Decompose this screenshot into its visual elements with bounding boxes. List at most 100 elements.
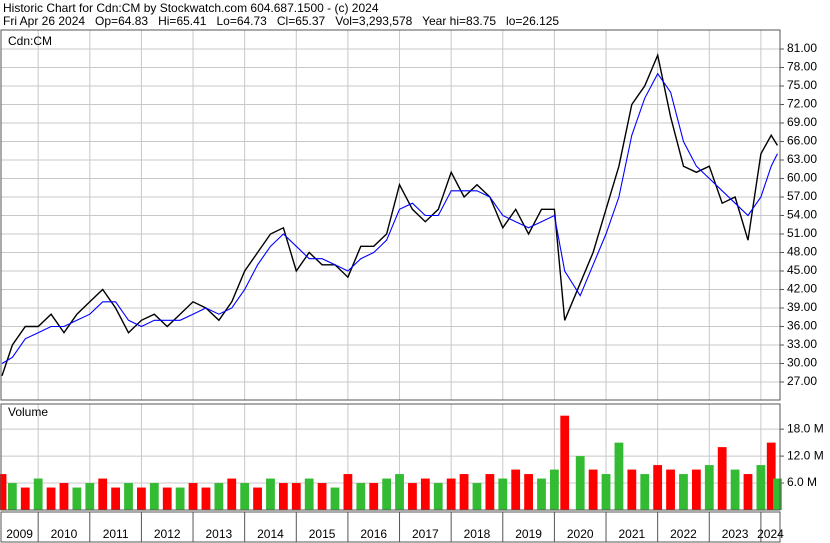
- volume-bar: [124, 483, 133, 510]
- volume-bar: [743, 474, 753, 510]
- volume-bar: [756, 465, 766, 510]
- volume-bar: [266, 478, 275, 510]
- volume-bar: [588, 469, 598, 510]
- y-tick-label: 30.00: [787, 356, 817, 370]
- volume-bar: [46, 487, 56, 510]
- volume-bar: [614, 442, 624, 510]
- x-tick-label: 2021: [618, 527, 645, 541]
- volume-bar: [382, 478, 392, 510]
- y-tick-label: 57.00: [787, 189, 817, 203]
- volume-bar: [459, 474, 469, 510]
- y-tick-label: 36.00: [787, 319, 817, 333]
- volume-bar: [653, 465, 663, 510]
- volume-bar: [575, 456, 585, 510]
- x-tick-label: 2023: [722, 527, 749, 541]
- x-tick-label: 2011: [103, 527, 129, 541]
- header-quote: Fri Apr 26 2024 Op=64.83 Hi=65.41 Lo=64.…: [3, 14, 559, 28]
- volume-bar: [59, 483, 69, 510]
- y-tick-label: 69.00: [787, 115, 817, 129]
- x-tick-label: 2012: [154, 527, 181, 541]
- y-tick-label: 60.00: [787, 171, 817, 185]
- x-tick-label: 2010: [51, 527, 78, 541]
- y-tick-label: 33.00: [787, 337, 817, 351]
- volume-bar: [717, 447, 727, 510]
- volume-bar: [33, 478, 43, 510]
- volume-bar: [485, 474, 495, 510]
- y-tick-label: 12.0 M: [787, 448, 824, 462]
- volume-bar: [188, 483, 198, 510]
- y-tick-label: 27.00: [787, 374, 817, 388]
- volume-bar: [537, 478, 546, 510]
- volume-bar: [253, 487, 262, 510]
- volume-bar: [627, 469, 637, 510]
- y-tick-label: 6.0 M: [787, 475, 817, 489]
- volume-bar: [0, 474, 7, 510]
- volume-bar: [704, 465, 714, 510]
- x-tick-label: 2022: [670, 527, 697, 541]
- volume-bar: [369, 483, 379, 510]
- y-tick-label: 48.00: [787, 245, 817, 259]
- y-tick-label: 63.00: [787, 152, 817, 166]
- volume-bar: [214, 483, 224, 510]
- volume-bar: [304, 478, 314, 510]
- volume-bar: [691, 469, 701, 510]
- volume-bar: [666, 469, 675, 510]
- x-tick-label: 2019: [515, 527, 542, 541]
- volume-bar: [560, 415, 570, 510]
- x-tick-label: 2018: [464, 527, 491, 541]
- volume-bar: [766, 442, 776, 510]
- volume-bar: [227, 478, 237, 510]
- y-tick-label: 72.00: [787, 97, 817, 111]
- volume-bar: [433, 483, 443, 510]
- volume-bar: [395, 474, 404, 510]
- volume-panel-label: Volume: [8, 405, 48, 419]
- y-tick-label: 81.00: [787, 41, 817, 55]
- x-tick-label: 2014: [257, 527, 284, 541]
- volume-bar: [278, 483, 288, 510]
- price-panel: [0, 29, 781, 401]
- volume-bar: [291, 483, 301, 510]
- volume-bar: [446, 478, 456, 510]
- price-line: [1, 52, 778, 377]
- y-tick-label: 45.00: [787, 263, 817, 277]
- volume-bar: [730, 469, 740, 510]
- volume-bar: [472, 483, 482, 510]
- volume-bar: [640, 474, 650, 510]
- x-tick-label: 2017: [412, 527, 439, 541]
- marks: [0, 52, 782, 510]
- price-line: [1, 72, 778, 364]
- volume-bar: [111, 487, 121, 510]
- volume-bar: [85, 483, 95, 510]
- volume-bar: [137, 487, 146, 510]
- y-tick-label: 51.00: [787, 226, 817, 240]
- volume-bar: [98, 478, 108, 510]
- volume-bar: [201, 487, 211, 510]
- volume-bar: [773, 478, 782, 510]
- y-tick-label: 54.00: [787, 208, 817, 222]
- x-tick-label: 2020: [567, 527, 594, 541]
- volume-bar: [330, 487, 340, 510]
- volume-bar: [175, 487, 185, 510]
- volume-bar: [679, 474, 688, 510]
- x-tick-label: 2024: [757, 527, 784, 541]
- date-axis: [0, 511, 781, 543]
- volume-bar: [498, 478, 508, 510]
- volume-bar: [343, 474, 353, 510]
- volume-bar: [162, 487, 172, 510]
- volume-bar: [524, 474, 533, 510]
- volume-panel: [0, 403, 781, 511]
- y-tick-label: 78.00: [787, 60, 817, 74]
- grid: [1, 30, 784, 542]
- y-tick-label: 66.00: [787, 134, 817, 148]
- price-panel-label: Cdn:CM: [8, 34, 52, 48]
- header-title: Historic Chart for Cdn:CM by Stockwatch.…: [3, 1, 379, 15]
- x-tick-label: 2009: [6, 527, 33, 541]
- x-tick-label: 2016: [360, 527, 387, 541]
- y-tick-label: 18.0 M: [787, 421, 824, 435]
- volume-bar: [7, 483, 17, 510]
- volume-bar: [149, 483, 159, 510]
- y-tick-label: 39.00: [787, 300, 817, 314]
- volume-bar: [550, 469, 559, 510]
- volume-bar: [511, 469, 521, 510]
